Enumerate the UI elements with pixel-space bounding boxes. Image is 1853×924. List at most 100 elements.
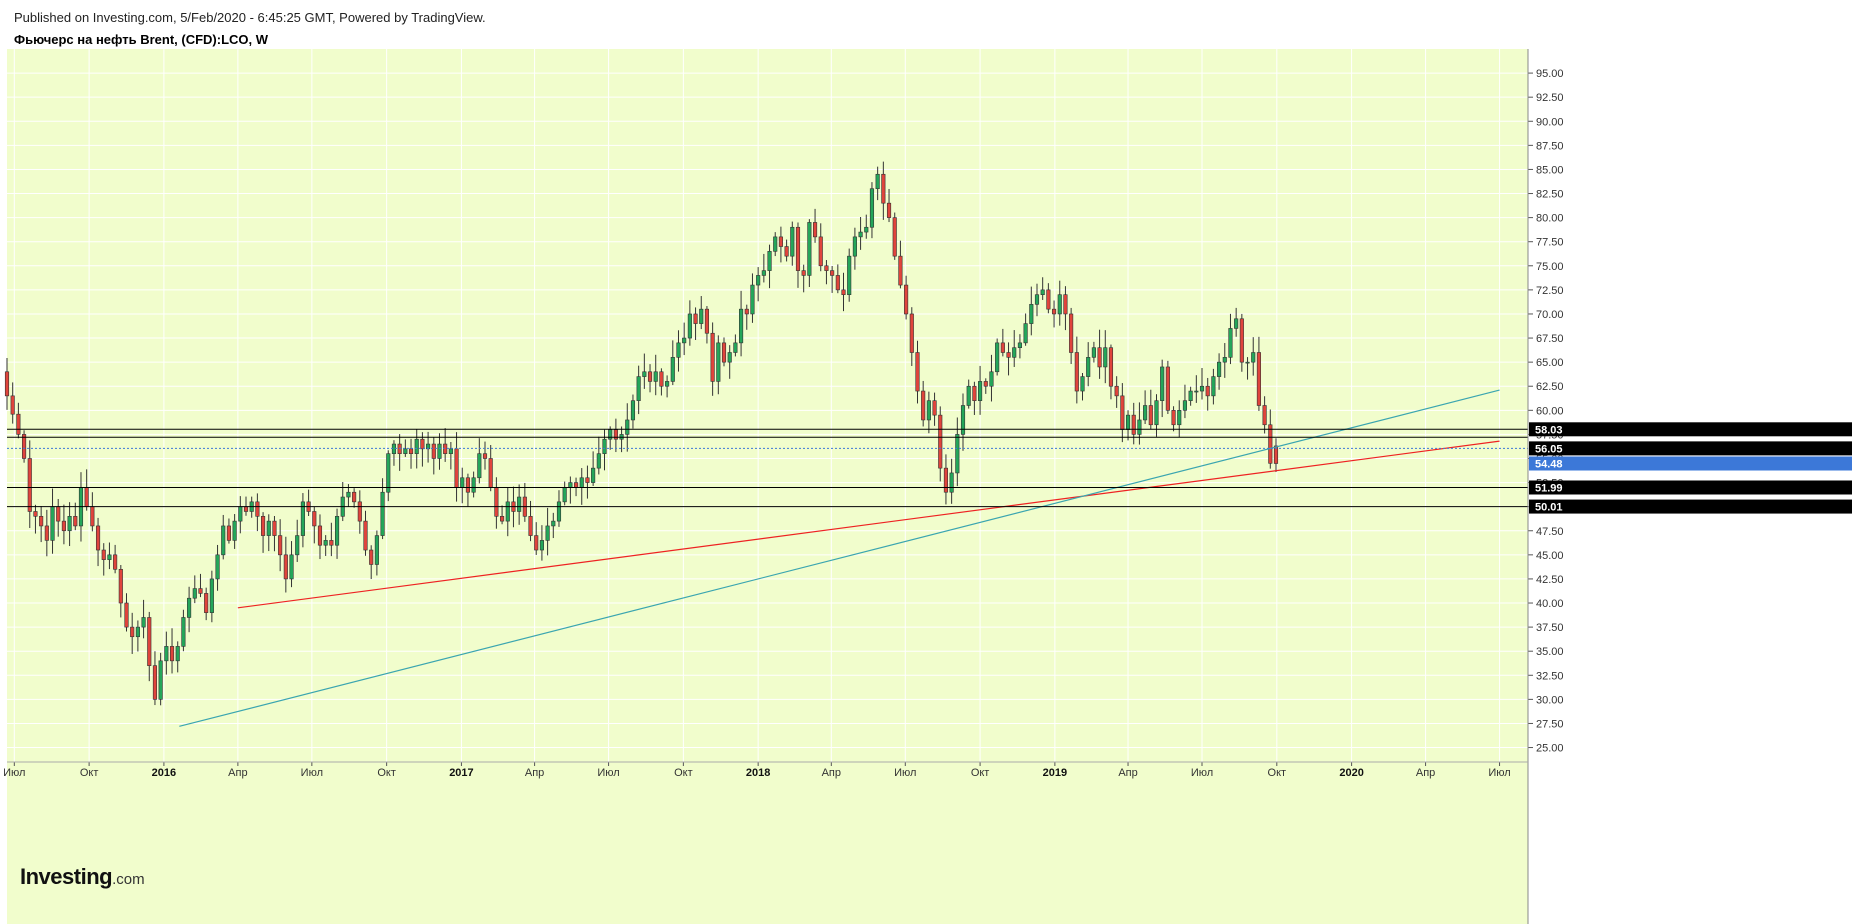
candle bbox=[1012, 347, 1017, 358]
trendlines bbox=[179, 389, 1500, 727]
time-axis-area bbox=[7, 762, 1528, 924]
level-badge bbox=[1529, 441, 1852, 456]
candle bbox=[739, 308, 744, 344]
candle bbox=[869, 188, 875, 228]
x-tick-label: Окт bbox=[80, 767, 99, 779]
instrument-title: Фьючерс на нефть Brent, (CFD):LCO, W bbox=[14, 32, 269, 47]
x-tick-label: Апр bbox=[228, 767, 247, 779]
x-tick-label: 2020 bbox=[1339, 767, 1363, 779]
candle bbox=[921, 390, 926, 421]
candle bbox=[591, 467, 596, 483]
candle bbox=[1234, 318, 1239, 329]
candle bbox=[1057, 294, 1062, 315]
candle bbox=[721, 342, 727, 363]
candle bbox=[169, 646, 175, 662]
y-tick-label: 32.50 bbox=[1536, 670, 1564, 682]
candle bbox=[61, 520, 66, 532]
candle bbox=[1205, 385, 1210, 397]
published-caption: Published on Investing.com, 5/Feb/2020 -… bbox=[14, 10, 486, 25]
candle bbox=[767, 251, 772, 271]
candle bbox=[989, 371, 994, 387]
candle bbox=[1034, 294, 1040, 305]
candle bbox=[636, 376, 641, 401]
level-label: 58.03 bbox=[1535, 424, 1563, 436]
level-badge bbox=[1529, 480, 1852, 495]
candles bbox=[4, 161, 1279, 706]
x-tick-label: Июл bbox=[1191, 767, 1213, 779]
level-label: 56.05 bbox=[1535, 443, 1563, 455]
candle bbox=[596, 453, 601, 469]
candle bbox=[39, 516, 44, 527]
candle bbox=[346, 491, 351, 498]
trendline-teal bbox=[179, 389, 1500, 727]
candle bbox=[386, 453, 391, 493]
candle bbox=[926, 400, 931, 421]
candle bbox=[534, 535, 539, 551]
candle bbox=[892, 217, 897, 257]
price-axis[interactable]: 25.00 27.50 30.00 32.50 35.00 37.50 40.00 42.50… bbox=[1527, 49, 1852, 924]
candle bbox=[488, 458, 493, 488]
candle bbox=[1217, 361, 1222, 377]
candle bbox=[761, 270, 766, 276]
candle bbox=[579, 477, 584, 488]
candle bbox=[710, 332, 715, 382]
time-axis[interactable]: Июл Окт 2016 Апр Июл Окт 2017 Апр Июл Окт 2018 Апр И… bbox=[3, 761, 1528, 779]
candle bbox=[847, 255, 852, 295]
candle bbox=[1000, 342, 1005, 353]
candle bbox=[539, 540, 544, 551]
level-badge bbox=[1529, 422, 1852, 437]
candle bbox=[1188, 390, 1193, 401]
candle bbox=[334, 516, 340, 546]
y-tick-label: 45.00 bbox=[1536, 550, 1564, 562]
candle bbox=[232, 520, 237, 541]
y-tick-label: 35.00 bbox=[1536, 646, 1564, 658]
candle bbox=[875, 173, 880, 190]
candle bbox=[1120, 395, 1125, 430]
last-candle bbox=[1273, 445, 1279, 464]
candle bbox=[158, 660, 163, 700]
y-tick-label: 77.50 bbox=[1536, 237, 1564, 249]
candle bbox=[465, 477, 470, 493]
candle bbox=[801, 270, 806, 276]
candle bbox=[266, 520, 271, 536]
candle bbox=[983, 381, 988, 387]
y-tick-label: 62.50 bbox=[1536, 381, 1564, 393]
x-tick-label: Апр bbox=[1416, 767, 1435, 779]
candle bbox=[90, 506, 95, 527]
candle bbox=[1023, 323, 1028, 344]
candle bbox=[528, 516, 533, 536]
candle bbox=[56, 506, 61, 522]
y-tick-label: 95.00 bbox=[1536, 68, 1564, 80]
candle bbox=[67, 516, 72, 532]
x-tick-label: Июл bbox=[1488, 767, 1510, 779]
candle bbox=[716, 342, 721, 382]
candle bbox=[192, 588, 197, 599]
x-tick-label: Июл bbox=[597, 767, 619, 779]
candle bbox=[95, 525, 101, 551]
candle bbox=[1268, 424, 1273, 464]
candle bbox=[778, 236, 783, 247]
candle bbox=[352, 491, 357, 503]
candle bbox=[858, 231, 863, 238]
candle bbox=[1160, 366, 1165, 401]
y-tick-label: 75.00 bbox=[1536, 261, 1564, 273]
x-tick-label: Апр bbox=[1118, 767, 1137, 779]
candle bbox=[1051, 308, 1057, 315]
candle bbox=[938, 414, 943, 469]
candle bbox=[1131, 414, 1136, 435]
candle bbox=[312, 511, 317, 527]
candle bbox=[1114, 385, 1119, 397]
candle bbox=[414, 438, 419, 454]
candle bbox=[898, 255, 903, 286]
candle bbox=[135, 626, 140, 638]
x-tick-label: Апр bbox=[525, 767, 544, 779]
current-price-label: 54.48 bbox=[1535, 459, 1563, 471]
candle bbox=[727, 352, 732, 363]
candle bbox=[1177, 410, 1182, 426]
candle bbox=[408, 448, 414, 454]
candle bbox=[1069, 313, 1074, 353]
candle bbox=[699, 308, 704, 324]
candle bbox=[1143, 405, 1148, 421]
y-tick-label: 60.00 bbox=[1536, 405, 1564, 417]
